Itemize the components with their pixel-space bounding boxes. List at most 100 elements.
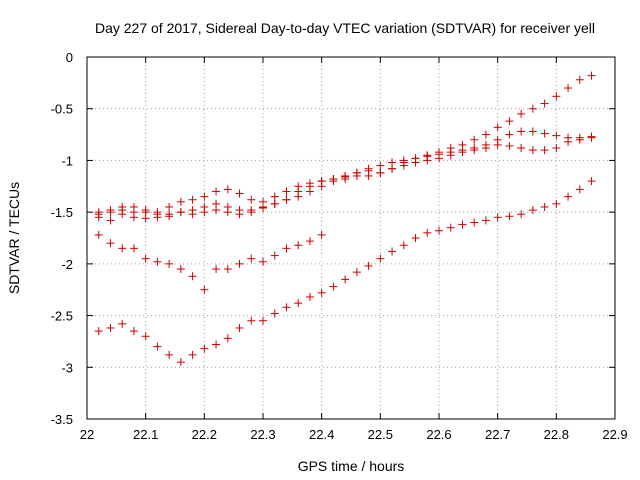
data-point <box>247 206 256 215</box>
data-point <box>435 154 443 163</box>
data-point <box>282 244 291 253</box>
y-axis-label: SDTVAR / TECUs <box>6 182 22 294</box>
data-point <box>423 228 432 237</box>
data-point <box>305 237 314 246</box>
data-point <box>212 265 221 274</box>
data-point <box>94 208 103 217</box>
data-point <box>141 254 150 263</box>
data-point <box>399 241 408 250</box>
data-point <box>188 195 197 204</box>
data-point <box>223 334 232 343</box>
data-point <box>118 202 127 211</box>
y-tick-label: -3 <box>61 360 73 375</box>
y-tick-label: -1 <box>61 153 73 168</box>
data-point <box>446 223 455 232</box>
x-tick-label: 22.5 <box>368 427 393 442</box>
data-point <box>176 358 185 367</box>
data-point <box>153 257 162 266</box>
data-point <box>259 202 267 211</box>
data-point <box>317 230 326 239</box>
data-point <box>305 187 314 196</box>
x-tick-label: 22.2 <box>192 427 217 442</box>
data-point <box>540 202 549 211</box>
data-point <box>470 146 479 155</box>
data-point <box>141 214 150 223</box>
data-point <box>505 117 514 126</box>
data-point <box>528 146 537 155</box>
x-tick-label: 22.9 <box>602 427 627 442</box>
data-point <box>165 210 174 219</box>
data-point <box>212 187 221 196</box>
data-point <box>481 130 490 139</box>
data-point <box>305 292 314 301</box>
data-point <box>540 99 549 108</box>
data-point <box>552 199 561 208</box>
data-point <box>329 282 338 291</box>
data-point <box>528 104 537 113</box>
data-point <box>165 259 174 268</box>
data-point <box>329 177 338 186</box>
data-point <box>165 202 174 211</box>
data-point <box>364 261 373 270</box>
data-point <box>270 199 279 208</box>
data-point <box>282 187 291 196</box>
data-point <box>493 140 502 149</box>
data-point <box>106 323 115 332</box>
y-tick-label: -3.5 <box>51 412 73 427</box>
data-point <box>587 71 596 80</box>
data-point <box>458 148 467 157</box>
y-tick-label: 0 <box>66 50 73 65</box>
x-tick-label: 22.6 <box>426 427 451 442</box>
data-point <box>118 210 127 219</box>
data-point <box>270 192 279 201</box>
data-point <box>564 192 573 201</box>
data-point <box>376 254 385 263</box>
data-point <box>235 210 244 219</box>
data-point <box>235 189 244 198</box>
x-tick-label: 22 <box>80 427 94 442</box>
data-point <box>376 168 385 177</box>
data-point <box>517 210 526 219</box>
data-point <box>294 241 303 250</box>
data-point <box>552 131 561 140</box>
data-point <box>446 151 455 160</box>
data-point <box>564 137 573 146</box>
data-point <box>153 208 162 217</box>
data-point <box>517 109 526 118</box>
data-point <box>528 206 537 215</box>
data-point <box>165 350 174 359</box>
data-point <box>223 265 232 274</box>
data-point <box>540 129 549 138</box>
y-tick-label: -2 <box>61 257 73 272</box>
series-3 <box>94 133 596 222</box>
data-point <box>376 161 385 170</box>
data-point <box>129 327 138 336</box>
data-point <box>176 208 185 217</box>
data-point <box>247 254 256 263</box>
data-point <box>481 216 490 225</box>
data-point <box>200 344 209 353</box>
data-point <box>176 197 185 206</box>
data-point <box>200 208 209 217</box>
x-tick-label: 22.8 <box>544 427 569 442</box>
data-point <box>435 226 443 235</box>
data-point <box>129 213 138 222</box>
data-point <box>223 208 232 217</box>
data-point <box>259 316 267 325</box>
data-point <box>575 185 584 194</box>
data-point <box>517 127 526 136</box>
data-point <box>294 299 303 308</box>
data-point <box>118 244 127 253</box>
plot-frame <box>86 56 616 420</box>
data-point <box>282 303 291 312</box>
data-point <box>223 185 232 194</box>
x-tick-label: 22.3 <box>250 427 275 442</box>
y-tick-label: -0.5 <box>51 102 73 117</box>
data-point <box>141 206 150 215</box>
data-point <box>352 268 361 277</box>
data-point <box>305 179 314 188</box>
data-point <box>235 323 244 332</box>
data-point <box>106 216 115 225</box>
